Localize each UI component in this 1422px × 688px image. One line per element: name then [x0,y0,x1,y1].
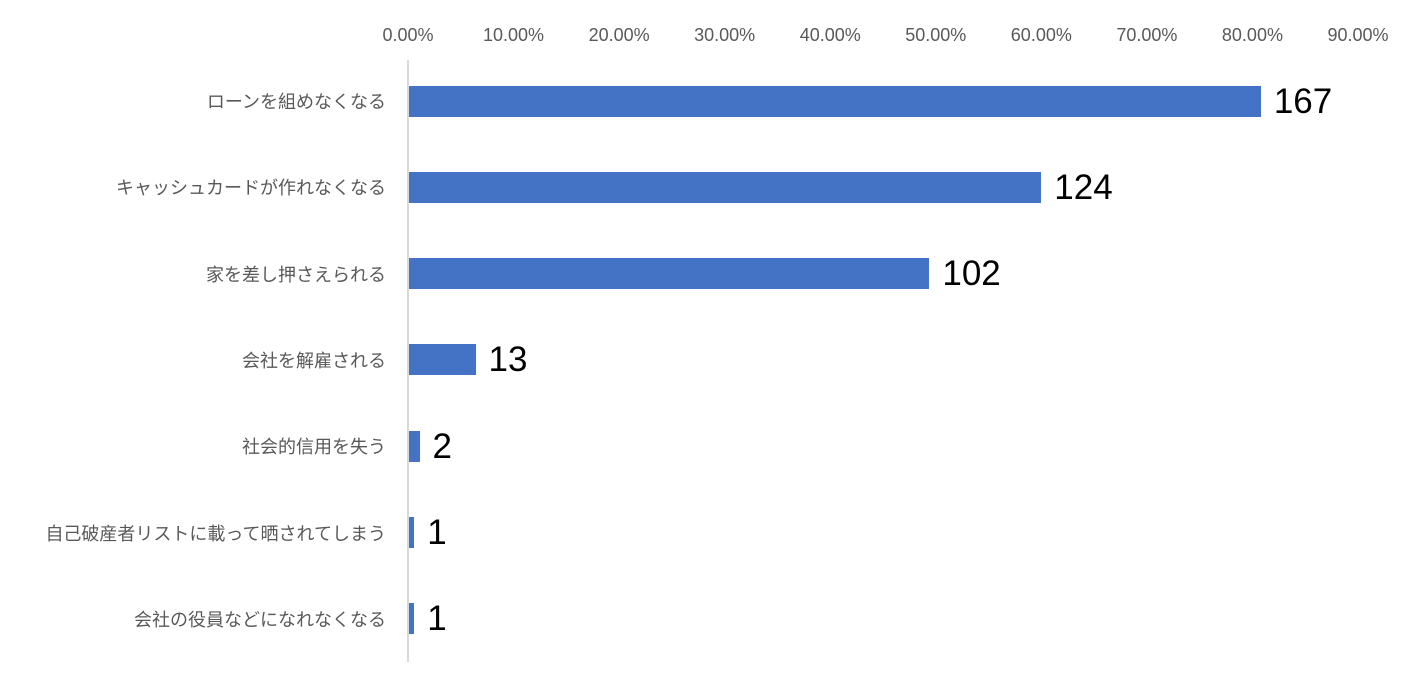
bar-row: 会社の役員などになれなくなる 1 [0,576,1422,662]
bar-track: 102 [397,254,1359,294]
x-axis-tick: 60.00% [1010,25,1072,45]
bar-track: 1 [397,513,1359,553]
x-axis-tick: 70.00% [1116,25,1178,45]
x-axis-tick: 50.00% [905,25,967,45]
x-axis-tick: 10.00% [483,25,545,45]
plot-area: ローンを組めなくなる 167 キャッシュカードが作れなくなる 124 家を差し押さえられ… [0,58,1422,662]
x-axis-tick: 90.00% [1327,25,1389,45]
bar-row: 自己破産者リストに載って晒されてしまう 1 [0,489,1422,575]
category-label: キャッシュカードが作れなくなる [116,178,386,199]
bar [409,258,930,290]
bar-rows: ローンを組めなくなる 167 キャッシュカードが作れなくなる 124 家を差し押さえられ… [0,58,1422,662]
bar [409,85,1261,117]
bar-track: 2 [397,426,1359,466]
category-label: 家を差し押さえられる [206,264,386,285]
bar-row: 家を差し押さえられる 102 [0,231,1422,317]
x-axis-tick: 20.00% [588,25,650,45]
bar [409,344,476,376]
bar [409,430,420,462]
bar-track: 167 [397,81,1359,121]
data-label: 102 [942,254,1001,294]
category-label: 社会的信用を失う [242,437,386,458]
bar-track: 13 [397,340,1359,380]
bar-row: 会社を解雇される 13 [0,317,1422,403]
data-label: 2 [432,426,453,466]
data-label: 124 [1054,167,1113,207]
x-axis-tick: 40.00% [799,25,861,45]
category-label: ローンを組めなくなる [206,92,386,113]
category-label: 会社を解雇される [242,350,386,371]
bar [409,171,1042,203]
bar [409,603,415,635]
bar-track: 124 [397,167,1359,207]
bar-row: キャッシュカードが作れなくなる 124 [0,144,1422,230]
x-axis-tick: 80.00% [1221,25,1283,45]
data-label: 13 [488,340,528,380]
data-label: 1 [427,513,447,553]
bar-row: 社会的信用を失う 2 [0,403,1422,489]
x-axis-tick: 30.00% [694,25,756,45]
bar [409,517,415,549]
bar-track: 1 [397,599,1359,639]
category-label: 自己破産者リストに載って晒されてしまう [45,523,386,544]
x-axis-tick: 0.00% [382,25,434,45]
y-axis-line [407,60,409,662]
data-label: 1 [427,599,447,639]
x-axis: 0.00% 10.00% 20.00% 30.00% 40.00% 50.00% 60.00… [382,24,1388,46]
data-label: 167 [1273,81,1333,121]
category-label: 会社の役員などになれなくなる [134,609,386,630]
bar-row: ローンを組めなくなる 167 [0,58,1422,144]
